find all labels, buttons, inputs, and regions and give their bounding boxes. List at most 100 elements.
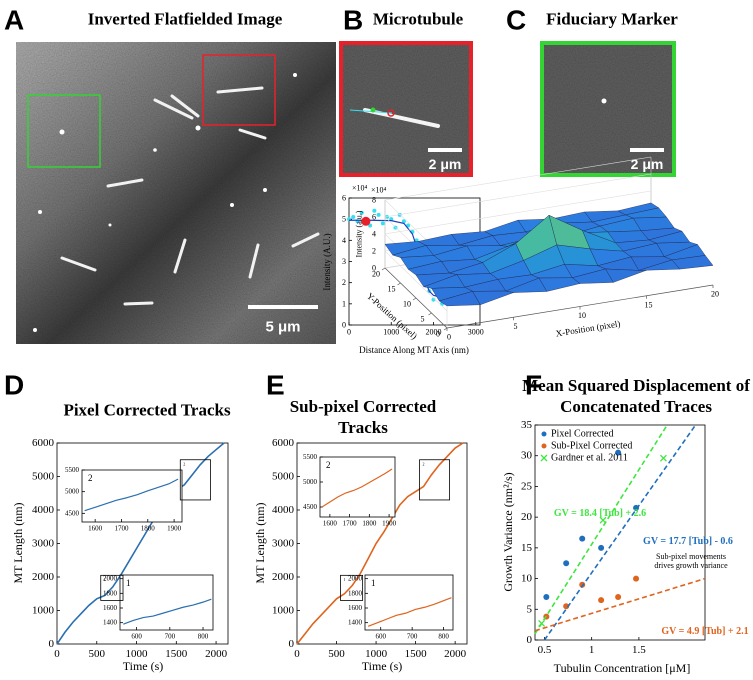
y-tick-label: 2000: [32, 571, 55, 583]
y-tick-label: 1400: [348, 619, 363, 627]
y-axis-label: MT Length (nm): [253, 502, 267, 583]
y-tick: [381, 267, 386, 271]
y-tick-label: 1400: [103, 619, 118, 627]
y-tick-label: 5000: [65, 488, 80, 496]
marker: [615, 449, 622, 456]
marker: [598, 544, 605, 551]
y-tick-label: 20: [372, 270, 380, 279]
x-tick-label: 500: [89, 648, 106, 660]
inset-label: 1: [126, 578, 131, 588]
x-tick-label: 3000: [468, 328, 484, 337]
inset-label: 1: [371, 578, 376, 588]
x-axis-label: Distance Along MT Axis (nm): [359, 345, 469, 355]
z-tick-label: 0: [372, 264, 376, 273]
inset-region: [100, 574, 124, 601]
x-tick-label: 2000: [444, 648, 467, 660]
x-tick-label: 0: [447, 333, 451, 342]
legend-label: Pixel Corrected: [551, 429, 613, 440]
y-axis-label: Growth Variance (nm²/s): [501, 472, 515, 591]
x-tick-label: 2000: [205, 648, 228, 660]
x-tick-label: 15: [645, 300, 653, 309]
legend-marker: [540, 454, 548, 462]
z-axis-label: Intensity (a.u.): [355, 210, 364, 257]
x-tick-label: 20: [711, 290, 719, 299]
marker: [598, 597, 605, 604]
x-tick-label: 1800: [141, 524, 156, 532]
y-tick-label: 1600: [348, 604, 363, 612]
series-line: [543, 424, 697, 641]
series-line: [534, 577, 706, 632]
micrograph-b: 2 μm: [339, 41, 473, 177]
inset-region: [419, 459, 451, 501]
marker: [372, 208, 377, 213]
marker: [380, 221, 385, 226]
legend-label: Gardner et al. 2011: [551, 453, 628, 464]
y-tick-label: 5000: [32, 471, 55, 483]
panel-letter: D: [4, 370, 24, 401]
marker: [543, 594, 550, 600]
y-tick-label: 1800: [103, 589, 118, 597]
x-tick-label: 1600: [323, 519, 338, 527]
x-tick-label: 1000: [365, 648, 388, 660]
inset-region: [179, 459, 211, 501]
x-tick-label: 0: [54, 648, 60, 660]
legend-label: Sub-Pixel Corrected: [551, 441, 632, 452]
y-tick-label: 5: [527, 603, 533, 615]
y-tick-label: 0: [527, 634, 533, 646]
panel-letter: A: [4, 5, 24, 36]
series-line: [123, 598, 212, 625]
y-tick-label: 5000: [272, 471, 295, 483]
marker: [615, 594, 622, 600]
inset-region-label: 1: [104, 577, 106, 582]
annotation-box: GV = 18.4 [Tub] + 2.6: [554, 508, 646, 519]
annotation-box: GV = 4.9 [Tub] + 2.1: [661, 626, 749, 637]
y-tick-label: 3000: [272, 538, 295, 550]
scale-bar-label: 5 μm: [265, 319, 300, 336]
inset-label: 2: [88, 473, 93, 483]
x-tick-label: 600: [375, 632, 386, 640]
inset-region-label: 2: [183, 461, 185, 466]
y-tick: [443, 327, 448, 331]
panel-title-box: Sub-pixel Corrected Tracks: [290, 397, 437, 437]
x-tick-label: 600: [131, 632, 142, 640]
panel-title: Mean Squared Displacement of Concatenate…: [522, 376, 750, 416]
y-tick-label: 5500: [65, 466, 80, 474]
y-tick-label: 6000: [32, 437, 55, 449]
inset-region-label: 2: [423, 461, 425, 466]
x-tick-label: 2000: [426, 328, 442, 337]
y-tick-label: 5000: [303, 478, 318, 486]
y-tick-label: 5: [421, 315, 425, 324]
x-tick-label: 1.5: [632, 644, 646, 656]
y-tick-label: 0: [342, 321, 346, 330]
annotation: GV = 17.7 [Tub] - 0.6: [643, 536, 733, 547]
y-tick-label: 25: [521, 480, 533, 492]
y-tick-label: 30: [521, 450, 533, 462]
y-tick-label: 10: [403, 300, 411, 309]
y-tick-label: 2000: [348, 575, 363, 583]
y-axis-label: MT Length (nm): [11, 502, 25, 583]
y-tick-label: 35: [521, 419, 533, 431]
marker: [563, 603, 570, 610]
annotation: GV = 4.9 [Tub] + 2.1: [661, 626, 749, 637]
annotation-box: GV = 17.7 [Tub] - 0.6: [643, 536, 733, 547]
x-tick-label: 1500: [405, 648, 428, 660]
marker: [368, 223, 373, 228]
x-tick-label: 1: [589, 644, 595, 656]
y-tick-label: 20: [521, 511, 533, 523]
y-tick-label: 0: [436, 330, 440, 339]
inset-region-label: 1: [343, 577, 345, 582]
plot-frame: [119, 574, 214, 631]
y-tick-label: 4000: [272, 504, 295, 516]
x-tick-label: 1800: [362, 519, 377, 527]
z-tick-label: 4: [372, 230, 376, 239]
legend-marker: [541, 443, 547, 449]
y-tick-label: 4000: [32, 504, 55, 516]
x-axis-label: Time (s): [123, 659, 164, 673]
axis-multiplier: ×10⁴: [352, 184, 368, 193]
axis-multiplier: ×10⁴: [371, 186, 387, 195]
y-axis-label: Intensity (A.U.): [322, 233, 332, 290]
annotation-box: Sub-pixel movements drives growth varian…: [654, 552, 727, 570]
y-tick-label: 1800: [348, 589, 363, 597]
